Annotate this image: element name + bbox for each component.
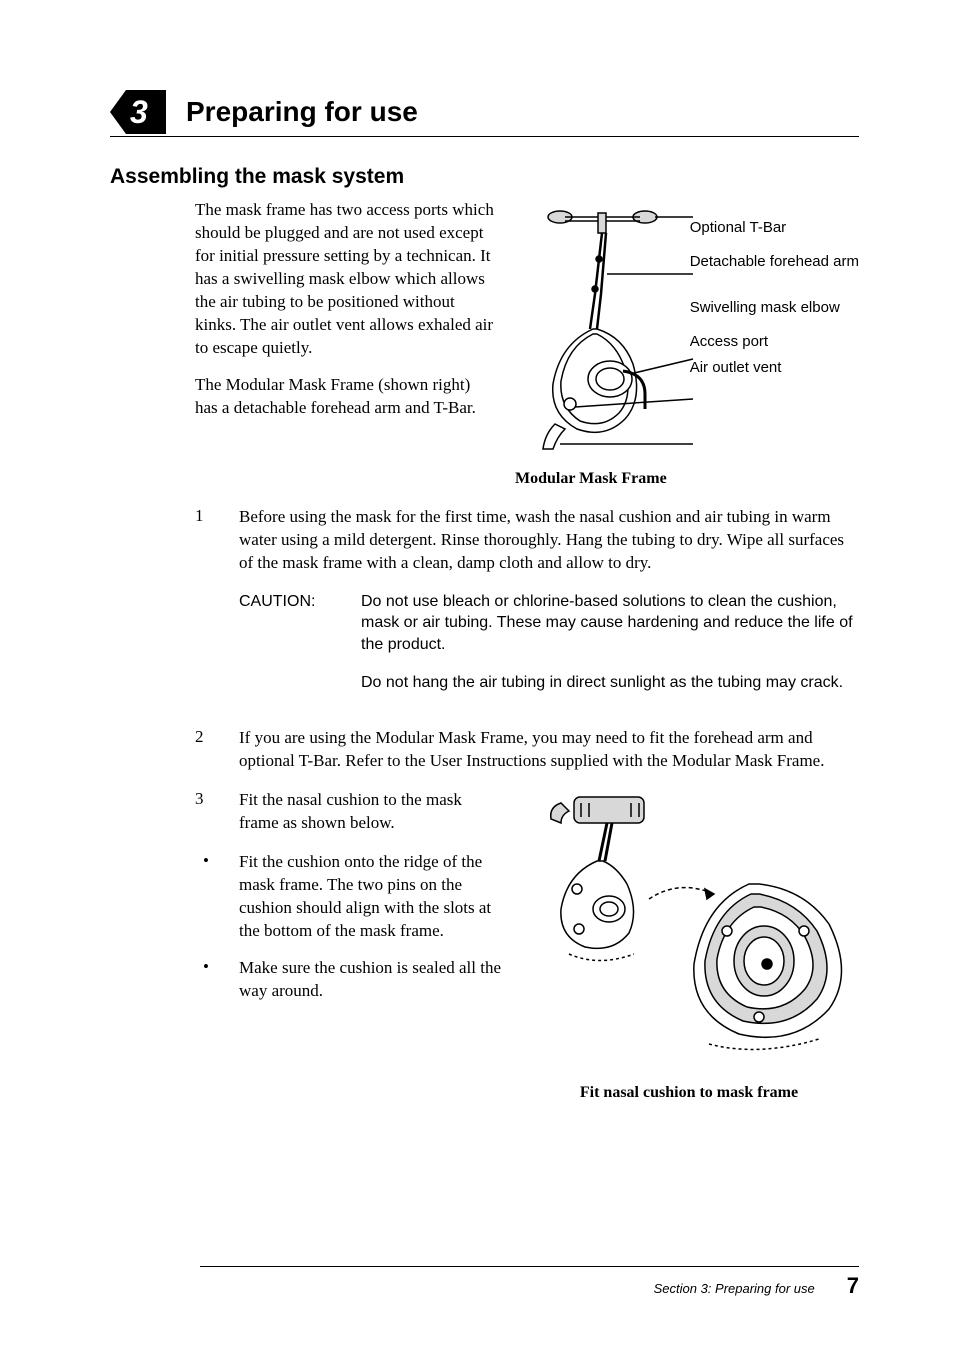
footer-rule	[200, 1266, 859, 1267]
step-text: If you are using the Modular Mask Frame,…	[239, 727, 859, 773]
step-number: 3	[195, 789, 239, 835]
bullet-text: Fit the cushion onto the ridge of the ma…	[239, 851, 505, 943]
chapter-number-tab: 3	[110, 90, 166, 134]
figure-modular-mask: Optional T-Bar Detachable forehead arm S…	[515, 199, 859, 488]
caution-label: CAUTION:	[239, 591, 361, 709]
lower-section: 3 Fit the nasal cushion to the mask fram…	[110, 789, 859, 1102]
footer-page-number: 7	[847, 1273, 859, 1298]
bullet-1: • Fit the cushion onto the ridge of the …	[195, 851, 505, 943]
step-1: 1 Before using the mask for the first ti…	[195, 506, 859, 575]
caution-text: Do not use bleach or chlorine-based solu…	[361, 591, 859, 709]
lower-left-column: 3 Fit the nasal cushion to the mask fram…	[110, 789, 509, 1102]
page-footer: Section 3: Preparing for use 7	[110, 1266, 859, 1299]
bullet-marker: •	[195, 957, 239, 1003]
step-text: Fit the nasal cushion to the mask frame …	[239, 789, 505, 835]
numbered-steps: 1 Before using the mask for the first ti…	[195, 506, 859, 575]
step-3: 3 Fit the nasal cushion to the mask fram…	[195, 789, 505, 835]
numbered-steps-continued: 2 If you are using the Modular Mask Fram…	[195, 727, 859, 773]
chapter-header: 3 Preparing for use	[110, 90, 859, 137]
intro-paragraph-2: The Modular Mask Frame (shown right) has…	[195, 374, 495, 420]
figure-cushion: Fit nasal cushion to mask frame	[519, 789, 859, 1102]
intro-text: The mask frame has two access ports whic…	[195, 199, 495, 488]
step-text: Before using the mask for the first time…	[239, 506, 859, 575]
label-vent: Air outlet vent	[690, 359, 859, 377]
section-heading: Assembling the mask system	[110, 165, 859, 189]
figure2-caption: Fit nasal cushion to mask frame	[519, 1084, 859, 1102]
step-number: 1	[195, 506, 239, 575]
step-number: 2	[195, 727, 239, 773]
caution-p1: Do not use bleach or chlorine-based solu…	[361, 591, 859, 656]
label-elbow: Swivelling mask elbow	[690, 299, 859, 317]
bullet-text: Make sure the cushion is sealed all the …	[239, 957, 505, 1003]
footer-section-text: Section 3: Preparing for use	[654, 1281, 815, 1296]
chapter-number: 3	[130, 94, 148, 131]
label-tbar: Optional T-Bar	[690, 219, 859, 237]
caution-block: CAUTION: Do not use bleach or chlorine-b…	[239, 591, 859, 709]
intro-paragraph-1: The mask frame has two access ports whic…	[195, 199, 495, 360]
caution-p2: Do not hang the air tubing in direct sun…	[361, 672, 859, 694]
bullet-marker: •	[195, 851, 239, 943]
chapter-title: Preparing for use	[186, 96, 418, 128]
figure1-caption: Modular Mask Frame	[515, 470, 859, 488]
label-access-port: Access port	[690, 333, 859, 351]
diagram-labels: Optional T-Bar Detachable forehead arm S…	[690, 219, 859, 393]
intro-two-column: The mask frame has two access ports whic…	[195, 199, 859, 488]
bullet-2: • Make sure the cushion is sealed all th…	[195, 957, 505, 1003]
cushion-diagram	[519, 789, 859, 1069]
label-forehead-arm: Detachable forehead arm	[690, 253, 859, 271]
step-2: 2 If you are using the Modular Mask Fram…	[195, 727, 859, 773]
